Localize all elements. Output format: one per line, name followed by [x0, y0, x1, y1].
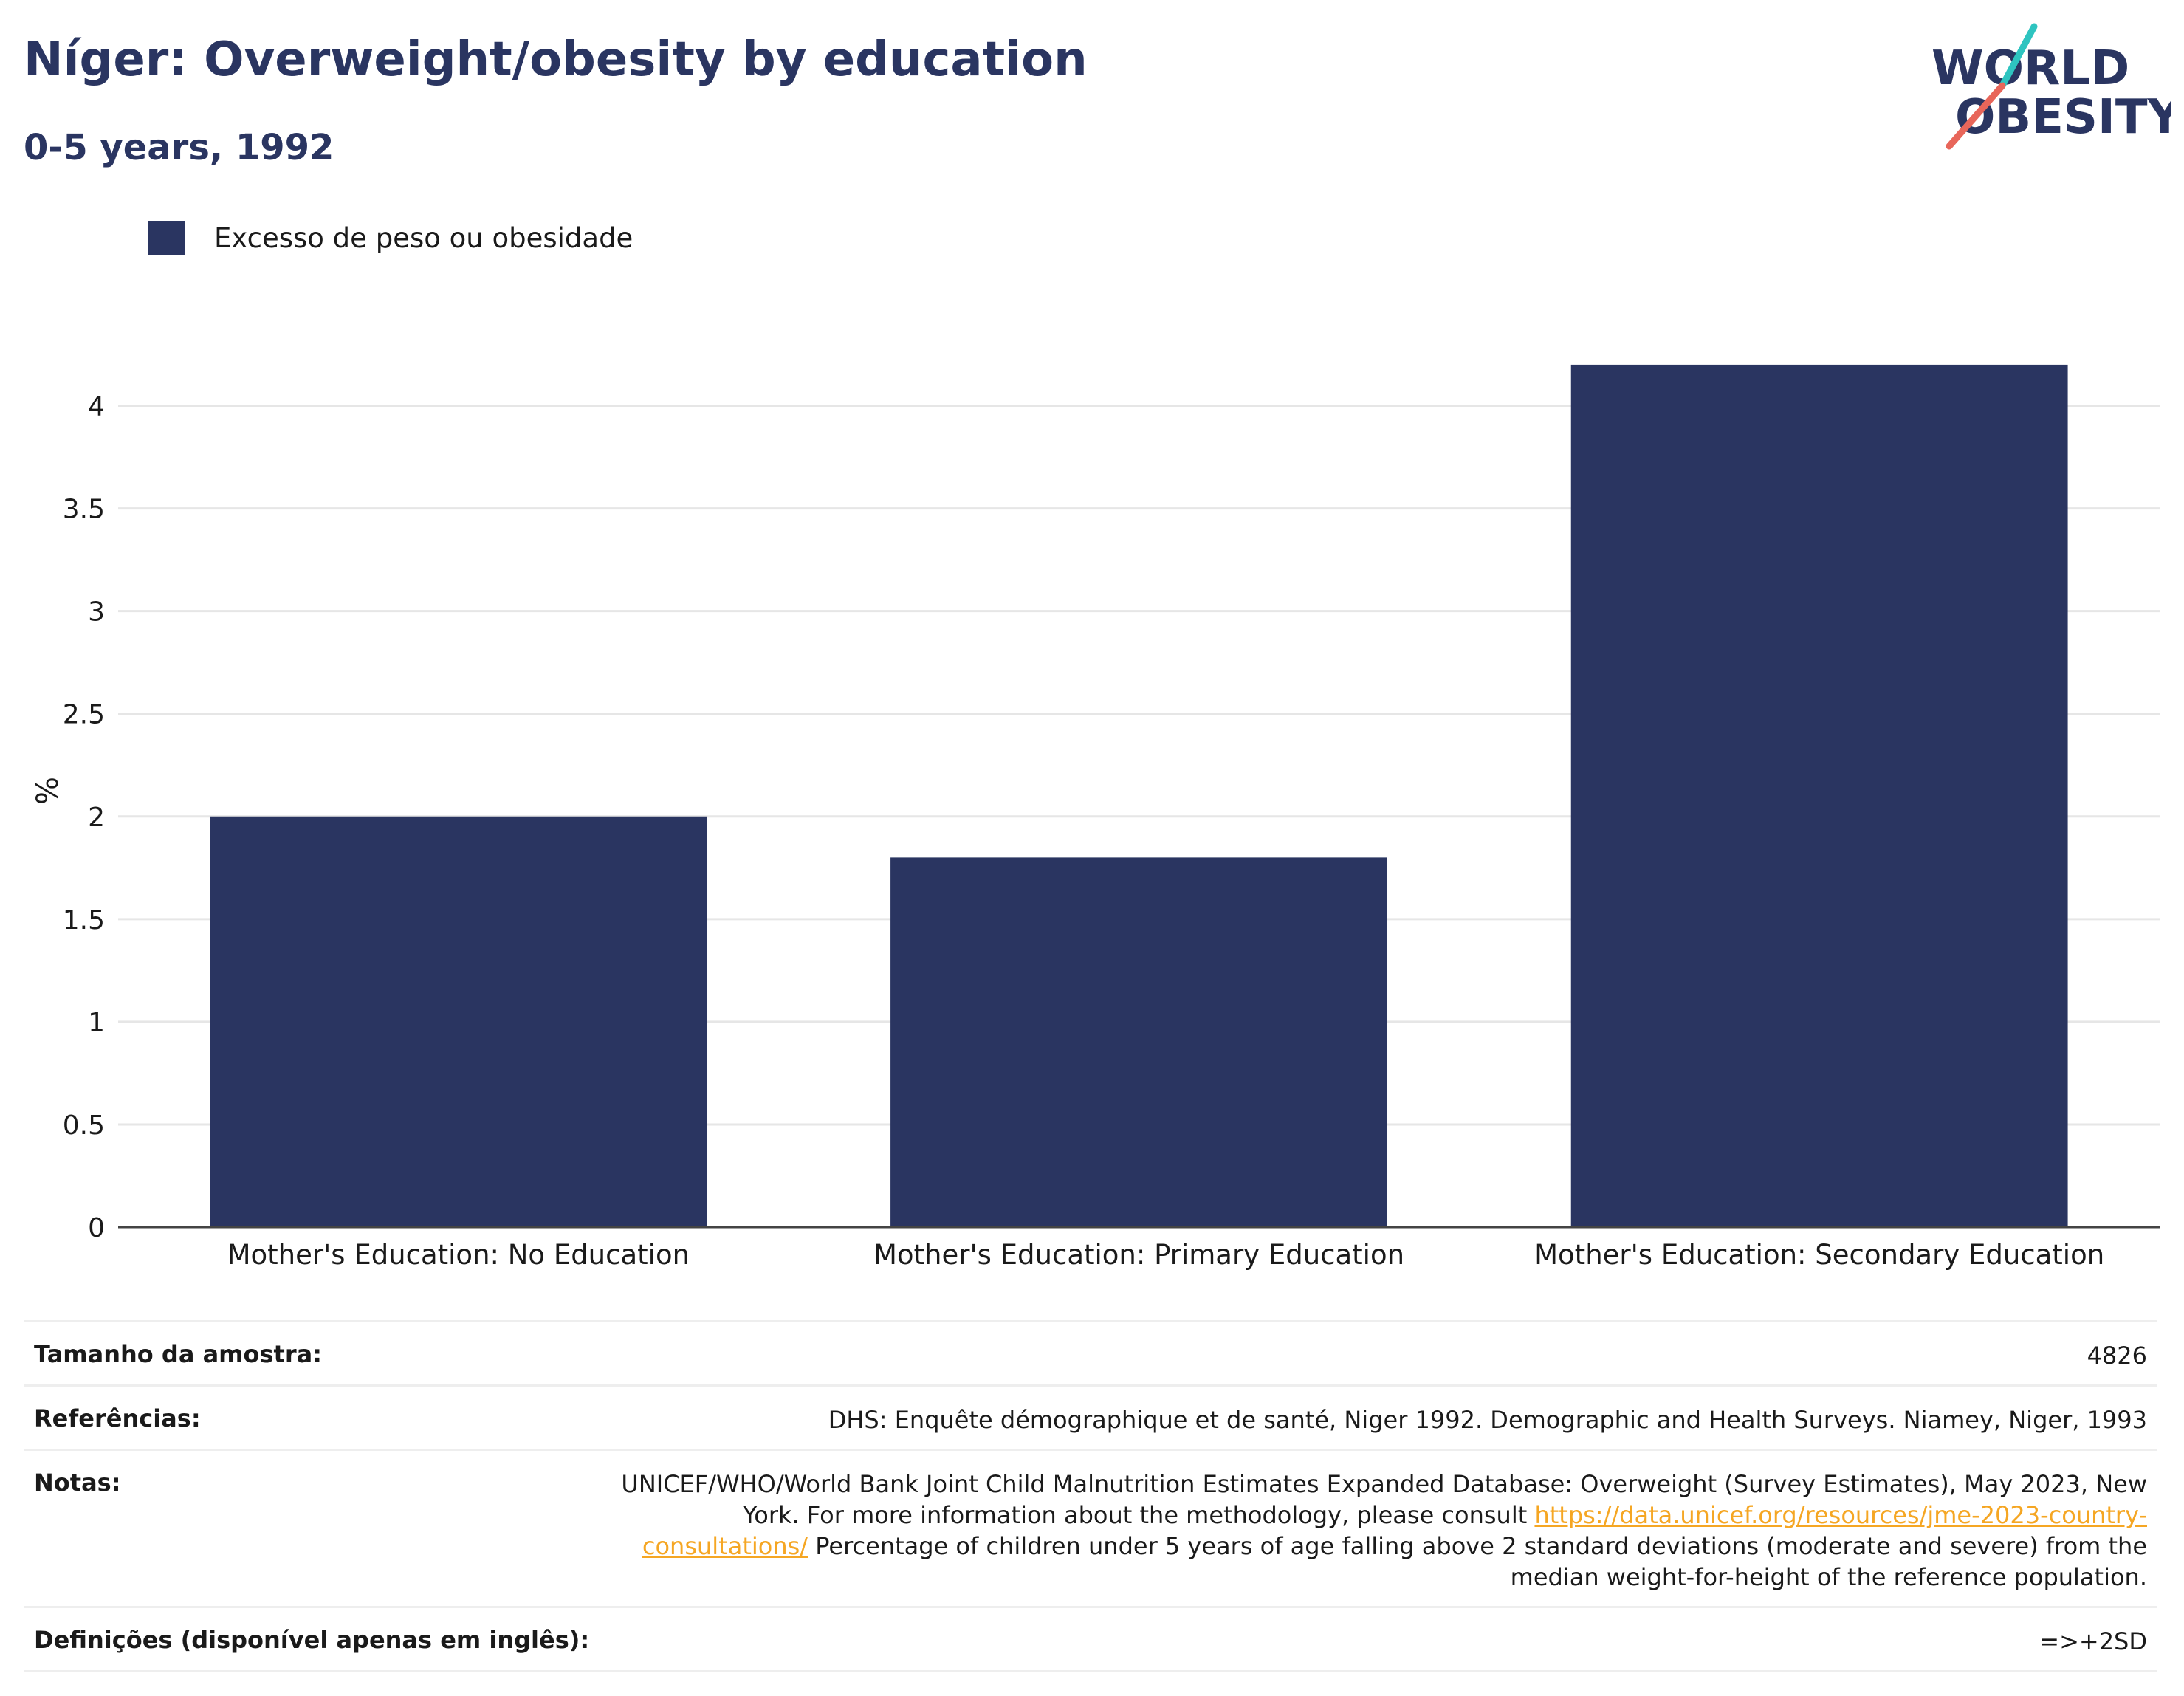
- footer-row-references: Referências: DHS: Enquête démographique …: [24, 1384, 2157, 1449]
- bar: [890, 857, 1387, 1227]
- logo-red-slash: [1946, 82, 2006, 150]
- x-tick-label: Mother's Education: No Education: [227, 1239, 690, 1271]
- y-tick-label: 3.5: [63, 495, 105, 525]
- footer-table: Tamanho da amostra: 4826 Referências: DH…: [24, 1320, 2157, 1672]
- notes-value: UNICEF/WHO/World Bank Joint Child Malnut…: [589, 1469, 2147, 1593]
- bar: [1570, 364, 2068, 1227]
- sample-size-label: Tamanho da amostra:: [34, 1340, 322, 1368]
- definitions-value: =>+2SD: [2039, 1627, 2147, 1655]
- legend-label: Excesso de peso ou obesidade: [214, 222, 633, 254]
- y-tick-label: 2.5: [63, 700, 105, 730]
- references-label: Referências:: [34, 1404, 201, 1432]
- y-tick-label: 4: [88, 392, 105, 422]
- chart-title: Níger: Overweight/obesity by education: [24, 32, 1088, 87]
- y-tick-label: 0.5: [63, 1110, 105, 1141]
- logo-teal-slash: [1999, 23, 2038, 89]
- notes-label: Notas:: [34, 1469, 121, 1497]
- y-axis-label: %: [31, 777, 65, 805]
- logo-line1: WORLD: [1931, 41, 2129, 96]
- footer-row-notes: Notas: UNICEF/WHO/World Bank Joint Child…: [24, 1449, 2157, 1606]
- world-obesity-logo[interactable]: WORLD OBESITY: [1920, 22, 2182, 155]
- legend-swatch: [148, 221, 185, 255]
- x-tick-label: Mother's Education: Primary Education: [873, 1239, 1404, 1271]
- notes-text-after: Percentage of children under 5 years of …: [808, 1532, 2147, 1591]
- y-tick-label: 3: [88, 597, 105, 628]
- definitions-label: Definições (disponível apenas em inglês)…: [34, 1626, 590, 1654]
- y-tick-label: 0: [88, 1213, 105, 1243]
- world-obesity-logo-icon: WORLD OBESITY: [1931, 23, 2182, 150]
- notes-link[interactable]: https://data.unicef.org/resources/jme-20…: [642, 1501, 2147, 1560]
- footer-row-definitions: Definições (disponível apenas em inglês)…: [24, 1606, 2157, 1672]
- notes-text-before: UNICEF/WHO/World Bank Joint Child Malnut…: [621, 1470, 2147, 1529]
- bar: [210, 816, 707, 1227]
- y-tick-label: 2: [88, 803, 105, 833]
- x-tick-label: Mother's Education: Secondary Education: [1534, 1239, 2104, 1271]
- chart-subtitle: 0-5 years, 1992: [24, 127, 334, 168]
- y-tick-label: 1: [88, 1008, 105, 1038]
- bar-chart: 0 0.5 1 1.5 2 2.5 3 3.5 4% Mother's Education: No…: [31, 364, 2160, 1271]
- legend[interactable]: Excesso de peso ou obesidade: [148, 219, 633, 256]
- footer-row-sample: Tamanho da amostra: 4826: [24, 1320, 2157, 1384]
- sample-size-value: 4826: [2087, 1342, 2147, 1370]
- references-value: DHS: Enquête démographique et de santé, …: [828, 1406, 2147, 1434]
- y-tick-label: 1.5: [63, 905, 105, 935]
